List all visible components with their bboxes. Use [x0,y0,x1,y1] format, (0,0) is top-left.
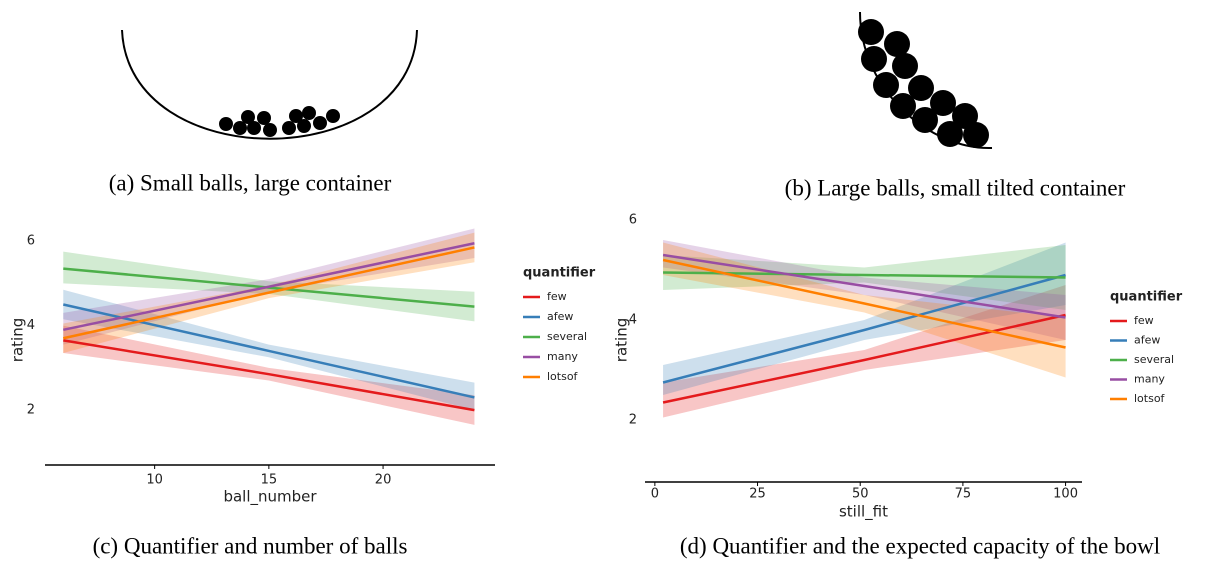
caption: (b) Large balls, small tilted container [785,175,1126,200]
figure: (a) Small balls, large container (b) Lar… [0,0,1215,576]
legend-label: afew [1134,334,1160,347]
x-tick-label: 50 [852,487,869,502]
legend-label: few [547,290,567,303]
legend-label: several [547,330,587,343]
y-tick-label: 6 [27,234,35,249]
y-tick-label: 2 [629,413,637,428]
legend-label: afew [547,310,573,323]
x-axis-label: still_fit [839,503,888,522]
legend-label: many [1134,373,1165,386]
caption: (d) Quantifier and the expected capacity… [680,533,1160,558]
legend-title: quantifier [523,266,596,281]
x-tick-label: 20 [375,473,392,488]
page: (a) Small balls, large container (b) Lar… [0,0,1215,576]
x-tick-label: 75 [955,487,972,502]
caption: (a) Small balls, large container [109,170,392,195]
illustration-b [858,12,992,148]
caption: (c) Quantifier and number of balls [93,533,408,558]
y-tick-label: 2 [27,403,35,418]
y-tick-label: 6 [629,213,637,228]
y-axis-label: rating [613,318,631,362]
x-axis-label: ball_number [223,488,317,507]
legend-label: lotsof [547,370,579,383]
legend-label: many [547,350,578,363]
legend-label: several [1134,353,1174,366]
x-tick-label: 100 [1053,487,1078,502]
illustration-a [122,30,417,139]
y-axis-label: rating [9,318,27,362]
legend-title: quantifier [1110,290,1183,305]
legend-label: few [1134,314,1154,327]
x-tick-label: 10 [146,473,163,488]
y-tick-label: 4 [27,318,35,333]
x-tick-label: 25 [749,487,766,502]
legend-label: lotsof [1134,392,1166,405]
x-tick-label: 15 [261,473,278,488]
x-tick-label: 0 [651,487,659,502]
